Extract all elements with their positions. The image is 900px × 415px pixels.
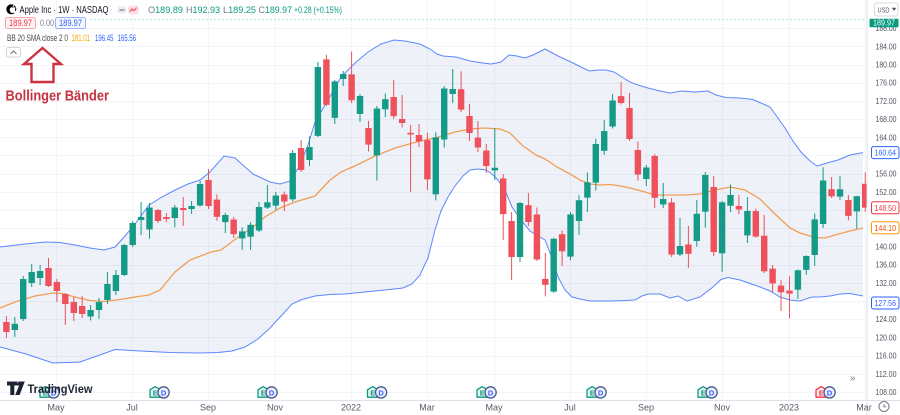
svg-text:E: E	[480, 388, 485, 397]
svg-text:Nov: Nov	[714, 402, 731, 412]
svg-text:184.00: 184.00	[876, 41, 897, 51]
svg-text:E: E	[153, 388, 158, 397]
svg-text:Mar: Mar	[419, 402, 435, 412]
svg-text:L189.25: L189.25	[223, 5, 256, 16]
svg-text:Jul: Jul	[126, 402, 138, 412]
svg-text:»: »	[850, 373, 856, 384]
svg-text:TradingView: TradingView	[28, 384, 93, 396]
svg-text:188.00: 188.00	[876, 23, 897, 33]
svg-text:196.45: 196.45	[95, 33, 114, 43]
svg-text:D: D	[598, 388, 604, 397]
svg-text:O189.89: O189.89	[148, 5, 183, 16]
svg-text:Sep: Sep	[200, 402, 216, 412]
svg-text:E: E	[701, 388, 706, 397]
svg-text:136.00: 136.00	[876, 260, 897, 270]
svg-text:189.97: 189.97	[873, 18, 895, 27]
svg-text:2022: 2022	[341, 402, 361, 412]
svg-text:H192.93: H192.93	[186, 5, 220, 16]
svg-text:E: E	[819, 388, 824, 397]
svg-text:D: D	[488, 388, 494, 397]
svg-text:E: E	[370, 388, 375, 397]
svg-text:164.00: 164.00	[876, 132, 897, 142]
svg-text:Nov: Nov	[267, 402, 284, 412]
svg-text:+0.28 (+0.15%): +0.28 (+0.15%)	[294, 5, 342, 16]
svg-text:0.00: 0.00	[40, 18, 54, 28]
svg-text:116.00: 116.00	[876, 351, 897, 361]
svg-text:E: E	[590, 388, 595, 397]
svg-text:181.01: 181.01	[72, 33, 91, 43]
svg-text:152.00: 152.00	[876, 187, 897, 197]
svg-text:112.00: 112.00	[876, 369, 897, 379]
svg-text:189.97: 189.97	[59, 18, 82, 28]
svg-text:E: E	[43, 388, 48, 397]
svg-text:E: E	[261, 388, 266, 397]
svg-text:127.56: 127.56	[875, 298, 897, 308]
svg-text:140.00: 140.00	[876, 241, 897, 251]
svg-text:180.00: 180.00	[876, 60, 897, 70]
svg-text:D: D	[269, 388, 275, 397]
svg-text:124.00: 124.00	[876, 314, 897, 324]
svg-text:D: D	[378, 388, 384, 397]
svg-text:D: D	[161, 388, 167, 397]
svg-text:189.97: 189.97	[9, 18, 32, 28]
svg-text:Sep: Sep	[638, 402, 654, 412]
svg-text:Apple Inc · 1W · NASDAQ: Apple Inc · 1W · NASDAQ	[20, 4, 109, 16]
svg-text:120.00: 120.00	[876, 332, 897, 342]
svg-text:156.00: 156.00	[876, 169, 897, 179]
svg-text:132.00: 132.00	[876, 278, 897, 288]
svg-text:D: D	[827, 388, 833, 397]
svg-text:2023: 2023	[779, 402, 799, 412]
svg-text:D: D	[709, 388, 715, 397]
svg-text:C189.97: C189.97	[259, 5, 293, 16]
svg-text:BB 20 SMA close 2 0: BB 20 SMA close 2 0	[7, 33, 68, 43]
svg-text:172.00: 172.00	[876, 96, 897, 106]
svg-text:Mar: Mar	[856, 402, 872, 412]
svg-text:108.00: 108.00	[876, 387, 897, 397]
svg-text:Bollinger Bänder: Bollinger Bänder	[6, 89, 110, 105]
svg-text:168.00: 168.00	[876, 114, 897, 124]
svg-text:165.56: 165.56	[118, 33, 137, 43]
svg-text:D: D	[51, 388, 57, 397]
svg-text:May: May	[47, 402, 65, 412]
svg-text:176.00: 176.00	[876, 78, 897, 88]
svg-text:148.50: 148.50	[875, 203, 897, 213]
svg-text:May: May	[485, 402, 503, 412]
svg-text:Jul: Jul	[564, 402, 576, 412]
svg-text:USD: USD	[878, 5, 890, 14]
svg-text:144.10: 144.10	[875, 223, 897, 233]
svg-text:160.64: 160.64	[875, 148, 897, 158]
